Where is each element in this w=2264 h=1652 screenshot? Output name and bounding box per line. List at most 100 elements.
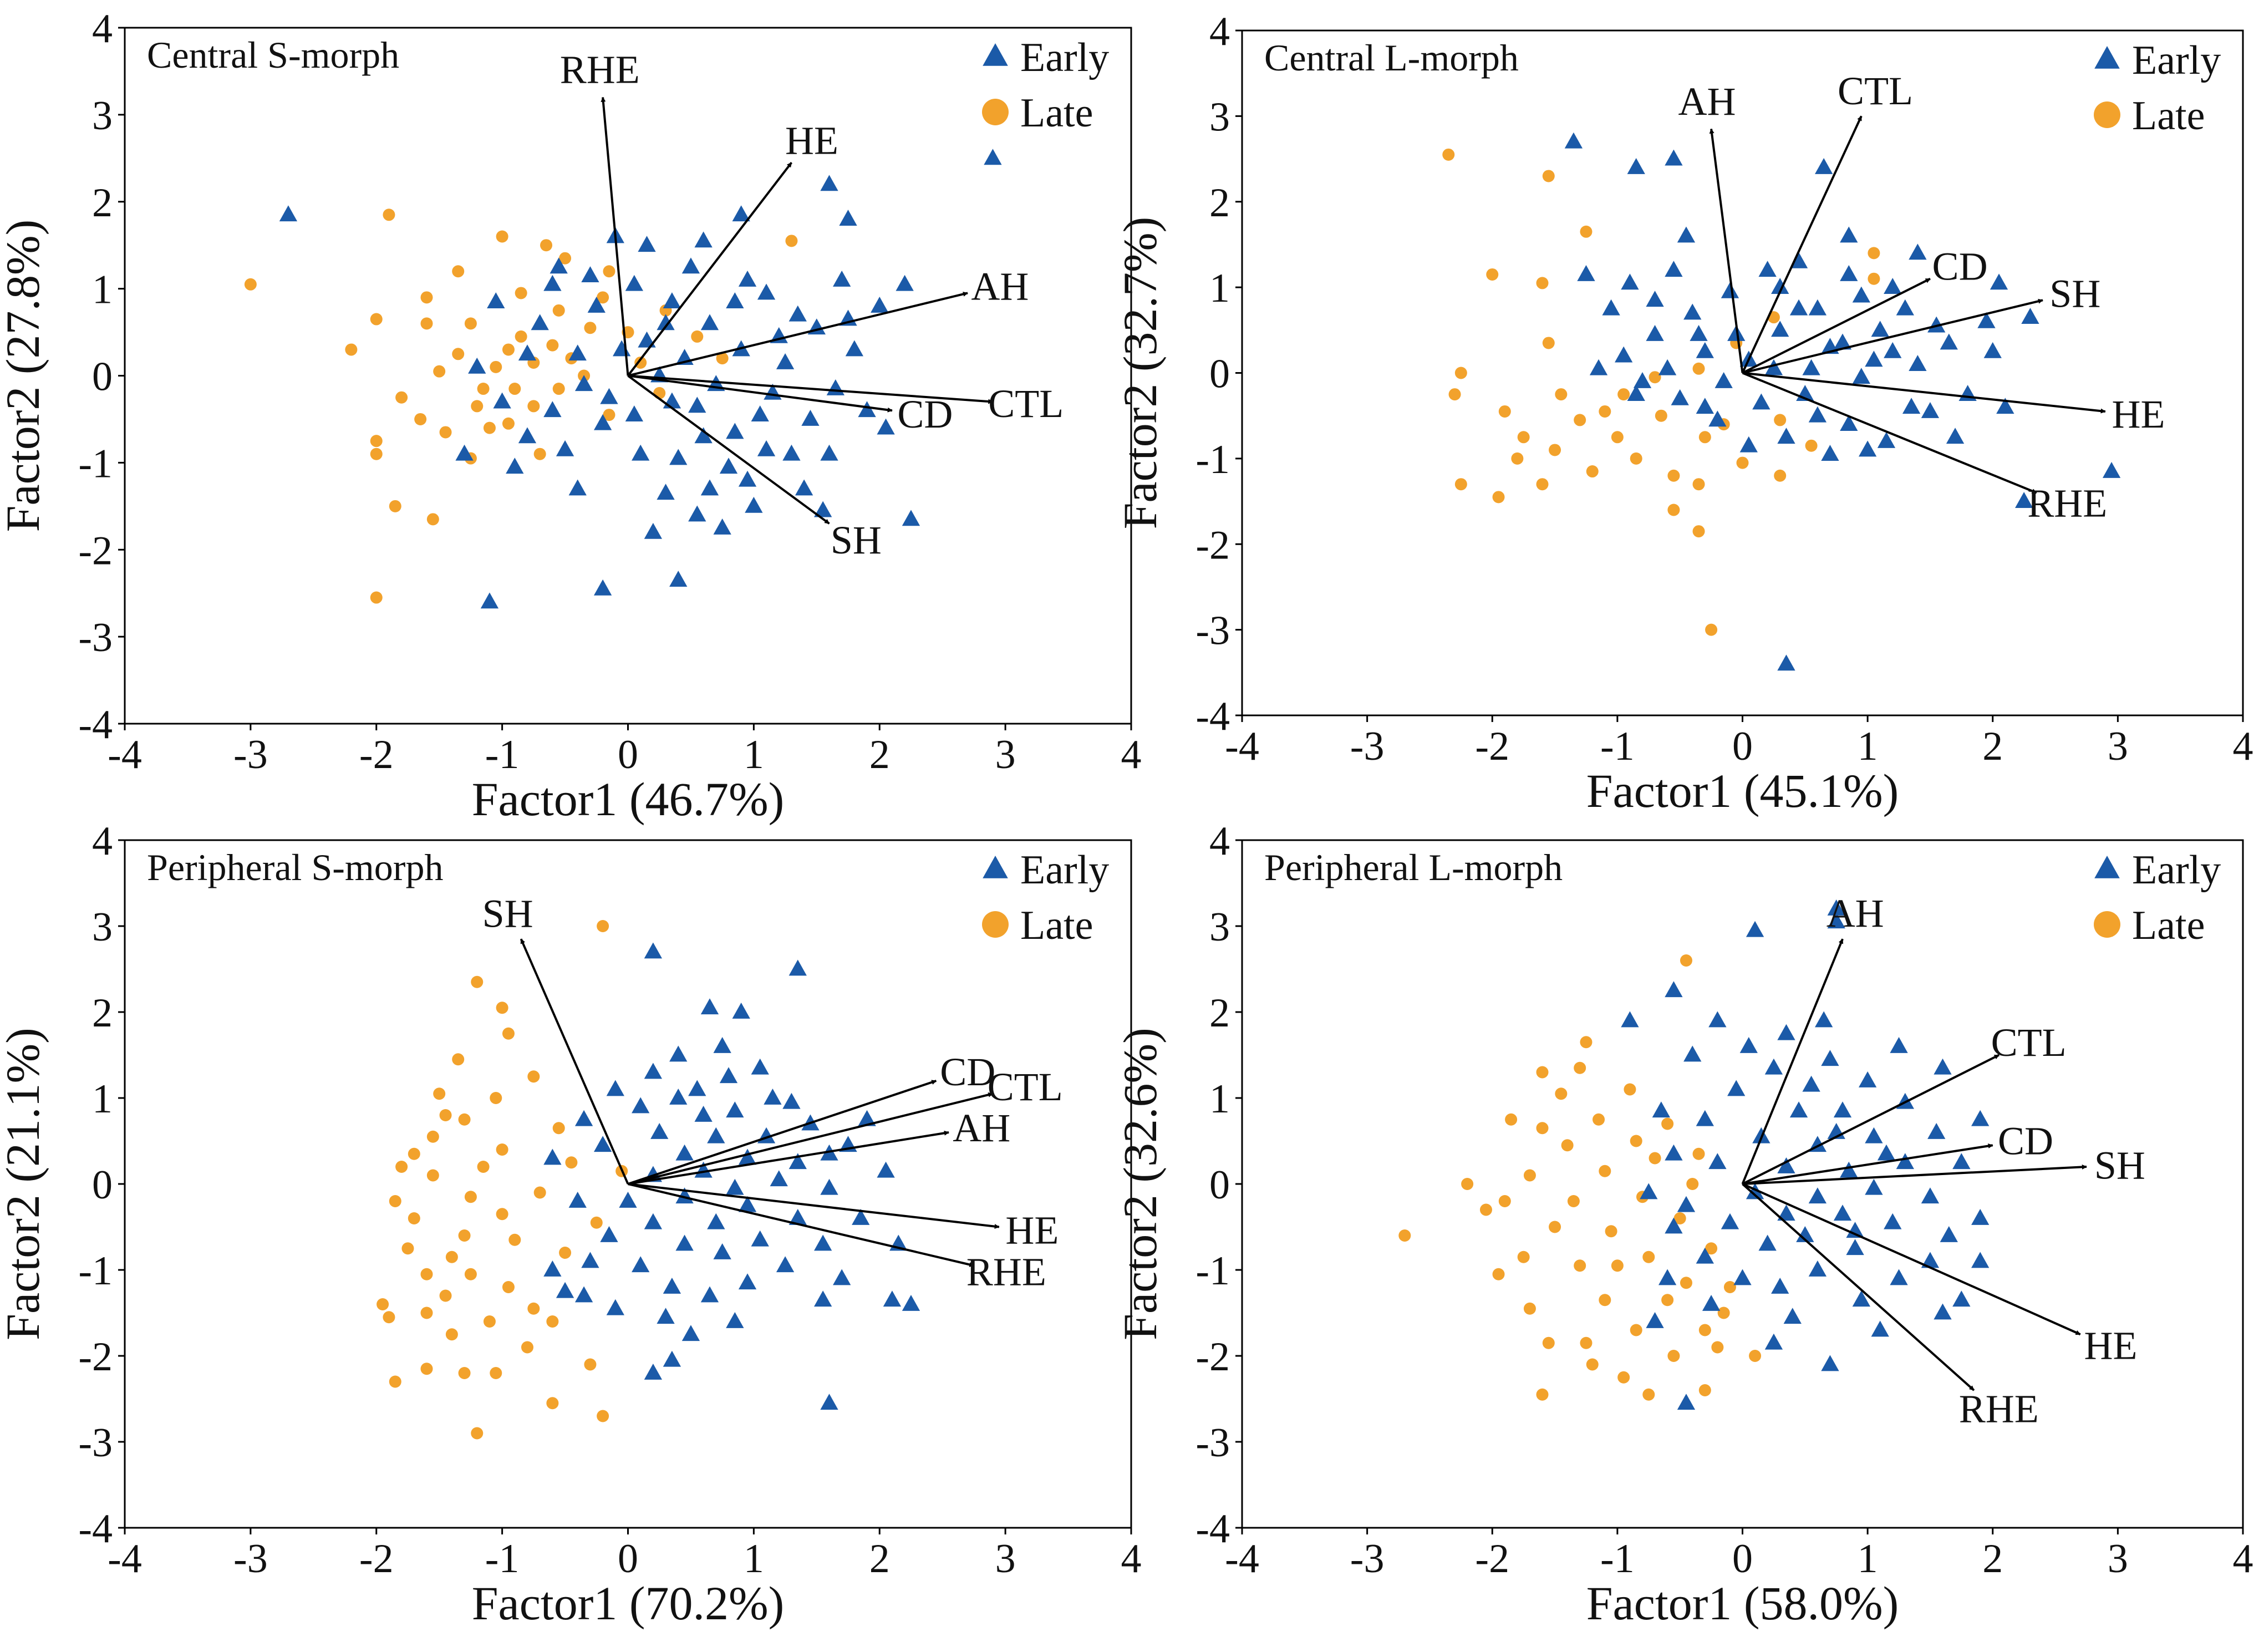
loading-arrow-ctl: [1741, 115, 1863, 374]
x-tick-label: 4: [1121, 732, 1142, 777]
late-point: [590, 1216, 603, 1229]
late-point: [1680, 1277, 1692, 1289]
x-tick-label: -1: [485, 732, 520, 777]
early-point: [657, 484, 675, 500]
legend-late-marker: [982, 99, 1009, 125]
early-point: [1846, 1222, 1864, 1238]
y-tick-label: -1: [78, 441, 113, 486]
late-point: [414, 413, 427, 425]
late-point: [1686, 1178, 1699, 1190]
early-point: [1840, 265, 1858, 281]
x-tick-label: 4: [2233, 1536, 2253, 1582]
early-point: [694, 427, 713, 444]
loading-label: SH: [2094, 1143, 2145, 1188]
early-point: [1833, 1101, 1852, 1118]
early-point: [663, 392, 681, 409]
late-point: [1611, 431, 1624, 444]
early-point: [984, 149, 1002, 165]
late-point: [1649, 371, 1661, 384]
late-point: [691, 330, 704, 343]
loading-label: AH: [1827, 891, 1884, 936]
x-tick-label: -4: [1225, 724, 1259, 769]
early-point: [820, 444, 838, 461]
early-point: [1940, 1226, 1958, 1242]
late-point: [452, 348, 465, 360]
late-point: [1580, 1336, 1593, 1349]
late-point: [1561, 1139, 1574, 1152]
late-point: [546, 1315, 559, 1328]
early-point: [1577, 265, 1595, 281]
late-point: [1624, 1083, 1636, 1096]
legend-early-marker: [2094, 856, 2120, 878]
early-point: [619, 1192, 637, 1208]
late-point: [1642, 1388, 1655, 1401]
early-point: [1865, 1178, 1883, 1195]
x-tick-label: -1: [1600, 1536, 1635, 1582]
late-point: [1523, 1302, 1536, 1315]
early-point: [738, 270, 757, 287]
legend-early-marker: [983, 856, 1008, 878]
late-point: [1511, 452, 1524, 465]
early-point: [713, 1243, 731, 1259]
y-tick-label: -3: [1195, 608, 1230, 654]
early-point: [1696, 342, 1714, 358]
late-point: [603, 409, 615, 421]
late-point: [1661, 1294, 1674, 1307]
y-tick-label: -1: [1195, 1248, 1230, 1294]
x-tick-label: -1: [1600, 724, 1635, 769]
loading-arrow-sh: [1742, 298, 2043, 374]
late-point: [395, 1161, 408, 1173]
late-point: [1774, 414, 1787, 426]
early-point: [644, 1063, 663, 1079]
y-tick-label: -2: [1195, 522, 1230, 568]
y-tick-label: -4: [1195, 1506, 1230, 1552]
early-point: [1852, 286, 1870, 303]
early-point: [1683, 303, 1702, 320]
late-point: [540, 239, 553, 252]
early-point: [1934, 1058, 1952, 1075]
early-point: [1746, 1183, 1764, 1199]
late-point: [1736, 456, 1749, 469]
x-tick-label: 2: [1982, 724, 2003, 769]
legend: Early Late: [2094, 38, 2221, 139]
loading-label: RHE: [1959, 1386, 2039, 1431]
loading-label: RHE: [2027, 481, 2107, 525]
early-point: [1865, 350, 1883, 367]
late-point: [1655, 409, 1667, 422]
early-point: [1890, 1269, 1908, 1285]
early-point: [518, 344, 537, 361]
early-point: [600, 1226, 618, 1242]
x-tick-label: -1: [485, 1536, 520, 1582]
early-point: [871, 297, 889, 313]
early-point: [776, 1256, 795, 1273]
early-point: [632, 1097, 650, 1114]
late-point: [1505, 1113, 1518, 1126]
early-point: [1996, 398, 2014, 414]
late-point: [1593, 1113, 1605, 1126]
late-point: [1673, 1212, 1686, 1224]
x-tick-label: -3: [233, 1536, 268, 1582]
loading-arrow-ah: [1709, 128, 1744, 373]
loading-label: AH: [1678, 79, 1736, 124]
late-point: [584, 1358, 597, 1371]
late-point: [508, 383, 521, 395]
late-point: [401, 1242, 414, 1255]
early-point: [581, 266, 599, 282]
early-point: [1877, 432, 1896, 448]
early-point: [732, 205, 750, 222]
y-axis-title: Factor2 (27.8%): [0, 220, 49, 532]
early-point: [543, 1148, 562, 1165]
early-point: [902, 510, 920, 526]
early-point: [518, 427, 537, 444]
early-point: [625, 275, 643, 291]
y-tick-label: -3: [78, 615, 113, 660]
early-point: [613, 340, 631, 357]
x-tick-label: -3: [233, 732, 268, 777]
x-tick-label: -2: [359, 1536, 394, 1582]
early-point: [1808, 299, 1827, 316]
early-point: [1777, 1024, 1795, 1040]
late-point: [1536, 1388, 1549, 1401]
late-point: [471, 975, 484, 988]
y-tick-label: -3: [78, 1420, 113, 1466]
late-point: [1580, 225, 1593, 238]
